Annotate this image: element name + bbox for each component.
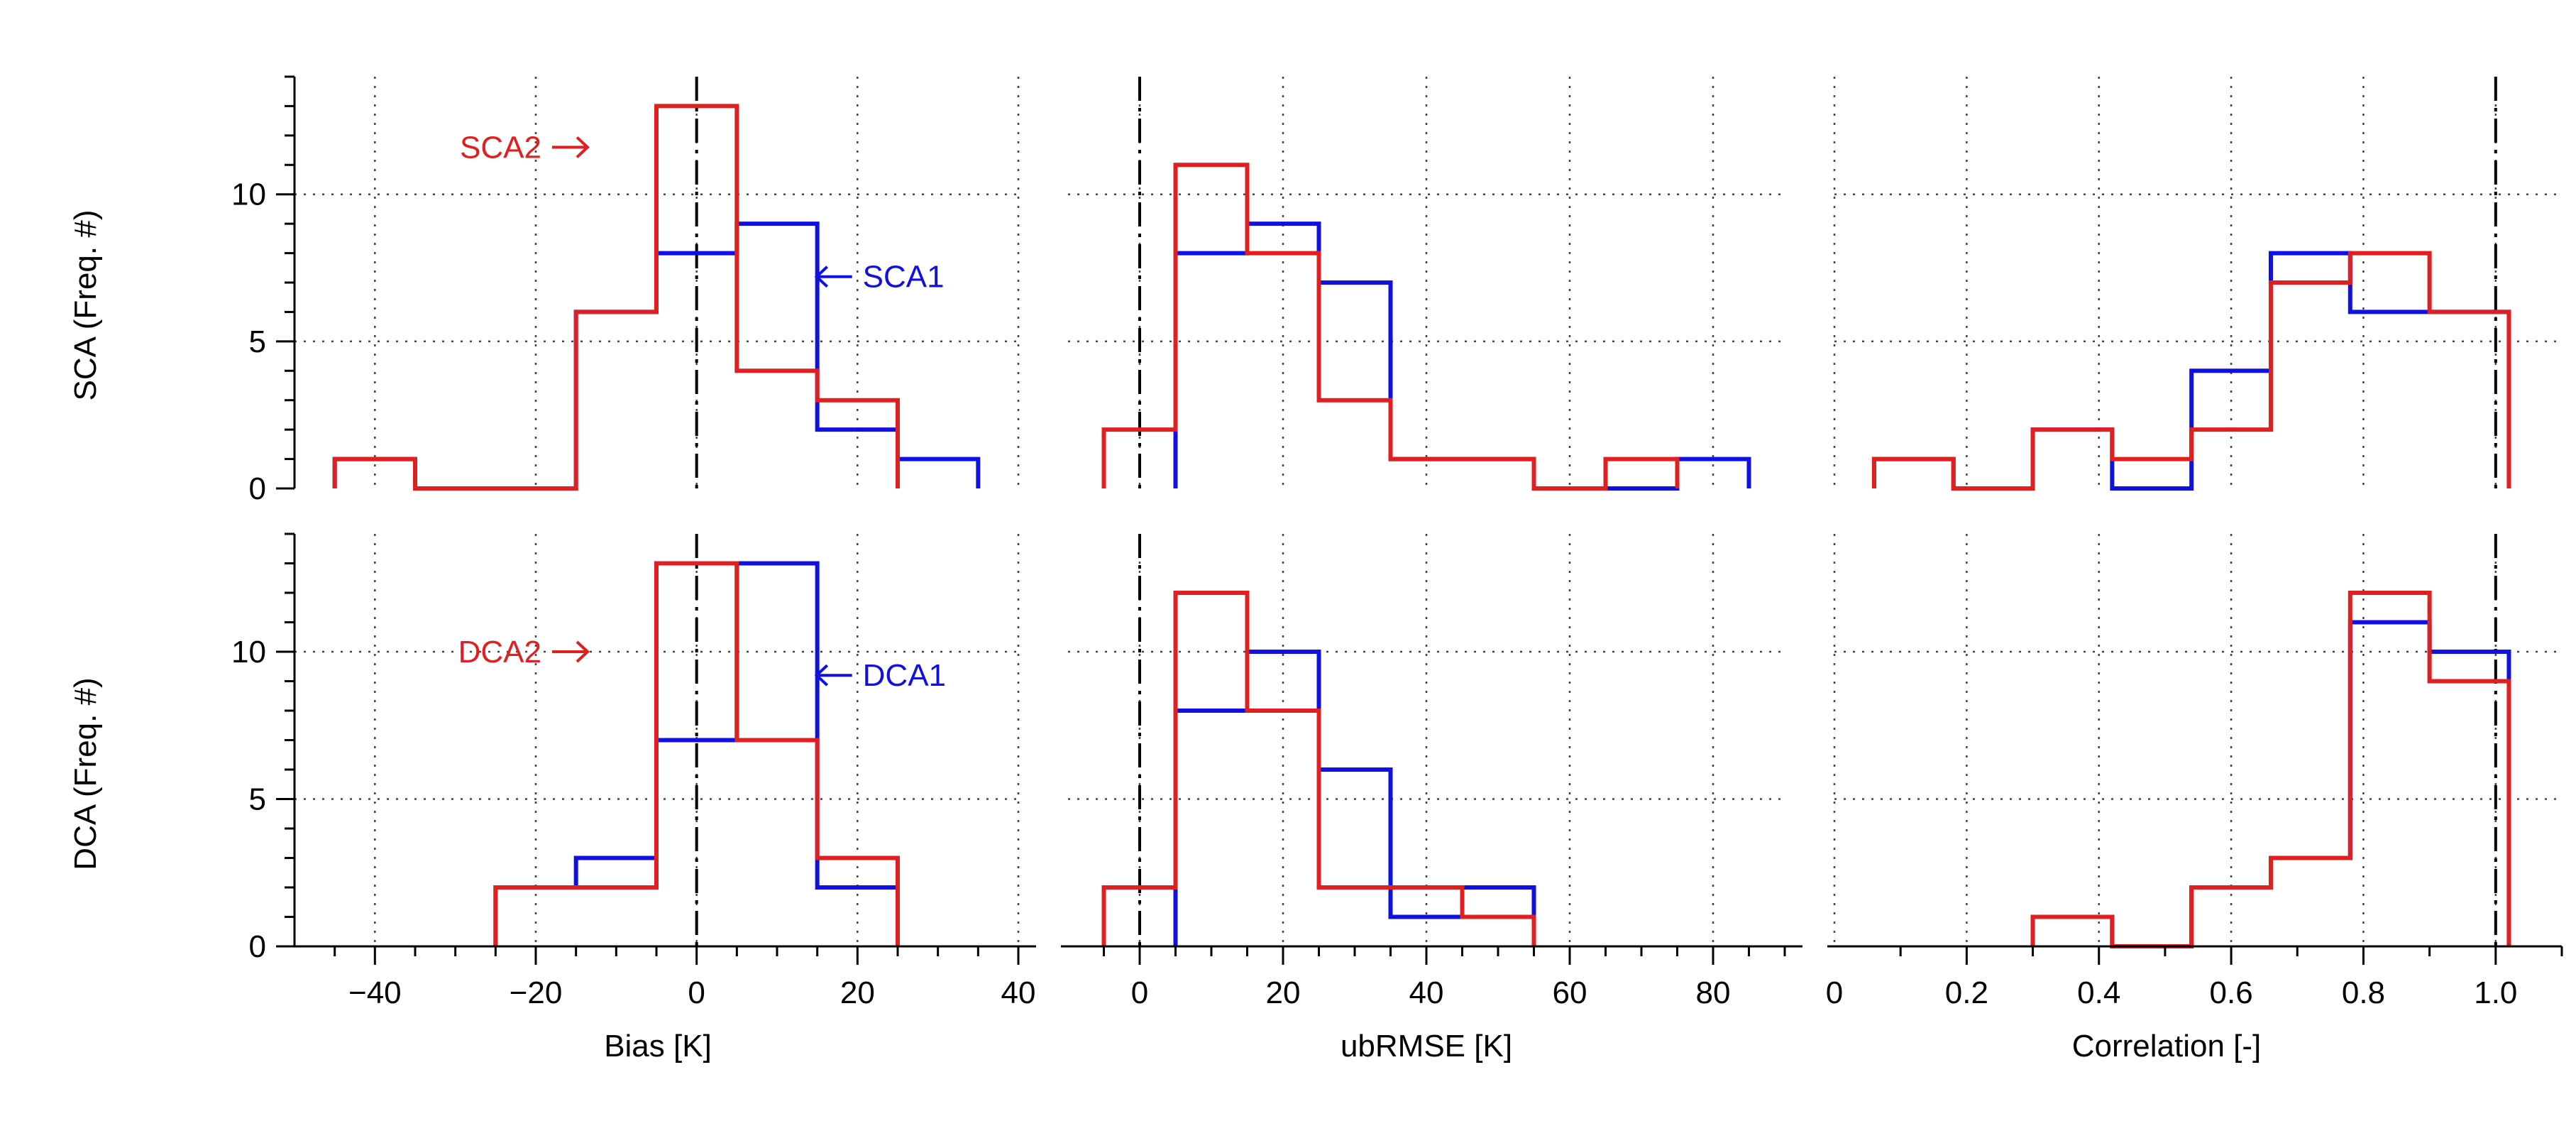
histogram-dca2 [2030, 591, 2511, 948]
arrow-head [576, 640, 590, 663]
row-label-dca: DCA (Freq. #) [68, 677, 103, 870]
x-tick-label: 60 [1553, 975, 1587, 1010]
col-label-ubrmse: ubRMSE [K] [1341, 1029, 1512, 1063]
annotation-label: DCA1 [863, 658, 946, 693]
annotation-label: DCA2 [458, 635, 541, 669]
x-tick-label: 0.6 [2210, 975, 2253, 1010]
panel-dca-ubrmse: 0 20 40 60 80 [1061, 534, 1802, 1010]
panel-sca-bias: 0 5 10 SCA2 SCA1 [231, 75, 1020, 506]
x-tick-label: 0 [1131, 975, 1148, 1010]
y-tick-label: 0 [249, 471, 266, 506]
x-tick-label: 20 [840, 975, 875, 1010]
annotation-sca2: SCA2 [460, 130, 590, 165]
histogram-sca2 [1101, 163, 1680, 491]
x-tick-label: 1.0 [2474, 975, 2517, 1010]
annotation-dca2: DCA2 [458, 635, 590, 669]
y-tick-label: 5 [249, 324, 266, 359]
row-label-sca: SCA (Freq. #) [68, 210, 103, 401]
panel-sca-correlation [1833, 77, 2562, 491]
y-tick-label: 0 [249, 929, 266, 964]
panel-dca-bias: 0 5 10 −40 −20 0 20 40 DCA2 DCA1 [231, 532, 1036, 1010]
x-tick-label: 0.2 [1945, 975, 1988, 1010]
arrow-head [814, 664, 829, 687]
panel-sca-ubrmse [1068, 77, 1785, 491]
x-tick-label: −40 [348, 975, 402, 1010]
histogram-dca2 [1101, 591, 1536, 946]
x-tick-label: 0 [688, 975, 705, 1010]
annotation-label: SCA1 [863, 260, 945, 295]
col-label-bias: Bias [K] [604, 1029, 712, 1063]
x-tick-label: 40 [1001, 975, 1036, 1010]
x-tick-label: −20 [510, 975, 563, 1010]
col-label-correlation: Correlation [-] [2072, 1029, 2262, 1063]
histogram-dca1 [1173, 650, 1536, 946]
y-tick-label: 10 [231, 635, 266, 669]
y-tick-label: 10 [231, 177, 266, 212]
annotation-label: SCA2 [460, 130, 541, 165]
histogram-sca2 [332, 104, 900, 491]
x-tick-label: 0.8 [2342, 975, 2385, 1010]
x-tick-label: 20 [1266, 975, 1301, 1010]
panel-dca-correlation: 0 0.2 0.4 0.6 0.8 1.0 [1826, 534, 2563, 1010]
x-tick-label: 80 [1696, 975, 1731, 1010]
histogram-sca2 [1871, 251, 2511, 491]
x-tick-label: 0 [1826, 975, 1843, 1010]
annotation-dca1: DCA1 [814, 658, 946, 693]
arrow-head [814, 266, 829, 288]
histogram-dca2 [493, 561, 900, 946]
arrow-head [576, 136, 590, 158]
annotation-sca1: SCA1 [814, 260, 945, 295]
x-tick-label: 40 [1409, 975, 1444, 1010]
y-tick-label: 5 [249, 782, 266, 817]
x-tick-label: 0.4 [2077, 975, 2120, 1010]
